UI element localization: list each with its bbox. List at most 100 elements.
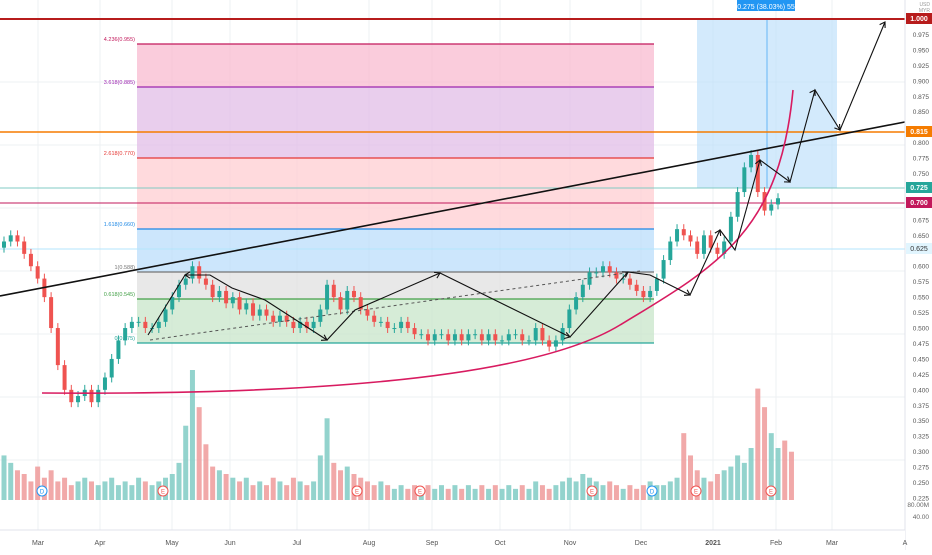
volume-bar [721, 470, 727, 500]
candle-body [385, 321, 390, 329]
candle-body [230, 297, 235, 304]
dashed-trend-line[interactable] [149, 270, 641, 341]
candle-body [378, 321, 383, 323]
candle-body [426, 334, 431, 341]
candle-body [587, 272, 592, 285]
candle-body [116, 340, 121, 359]
candle-body [345, 290, 350, 310]
event-badge-label: D [650, 490, 655, 496]
volume-bar [1, 455, 7, 500]
volume-bar [573, 481, 579, 500]
candle-body [668, 241, 673, 261]
price-tag-0625: 0.625 [906, 243, 932, 254]
arrowhead [783, 176, 791, 183]
candle-body [76, 396, 81, 403]
price-tick-label: 0.250 [913, 480, 930, 487]
candle-body [749, 154, 754, 168]
candle-body [641, 290, 646, 298]
candle-body [399, 321, 404, 329]
price-range-measure: 0.275 (38.03%) 55 [697, 0, 837, 188]
currency-top: USD [919, 2, 930, 8]
volume-bar [95, 485, 101, 500]
candle-body [419, 334, 424, 336]
candle-body [405, 321, 410, 329]
volume-bar [762, 407, 768, 500]
price-tick-label: 0.525 [913, 310, 930, 317]
event-badge[interactable] [690, 485, 702, 497]
event-badge-label: E [355, 490, 359, 496]
volume-bar [492, 485, 498, 500]
event-badge[interactable] [36, 485, 48, 497]
measure-label-bg [737, 0, 795, 11]
volume-bar [452, 485, 458, 500]
candle-body [244, 303, 249, 310]
fib-label: 4.236(0.955) [104, 37, 135, 43]
fib-zone-2618 [137, 158, 654, 229]
volume-bar [304, 485, 310, 500]
x-tick-label: Aug [363, 540, 376, 547]
candle-body [466, 334, 471, 341]
price-tag-0815: 0.815 [906, 126, 932, 137]
arrowhead [834, 123, 841, 131]
volume-bar [479, 485, 485, 500]
volume-bar [438, 485, 444, 500]
candle-body [156, 321, 161, 329]
time-axis: Mar Apr May Jun Jul Aug Sep Oct Nov Dec 2021 Feb Mar… [0, 529, 908, 550]
volume-bar [513, 488, 519, 500]
volume-bar [553, 485, 559, 500]
arrowhead [683, 289, 691, 296]
arrowhead [714, 229, 722, 237]
volume-bar [694, 470, 700, 500]
fibonacci-zones: 4.236(0.955) 3.618(0.885) 2.618(0.770) 1.61… [104, 37, 654, 344]
volume-bar [432, 488, 438, 500]
candle-body [251, 303, 256, 316]
volume-bar [445, 488, 451, 500]
event-badge[interactable] [586, 485, 598, 497]
event-badge[interactable] [414, 485, 426, 497]
price-tick-label: 0.875 [913, 94, 930, 101]
arrowhead [621, 271, 629, 278]
candle-body [627, 278, 632, 285]
candle-body [35, 266, 40, 279]
candle-body [351, 290, 356, 298]
volume-bar [196, 407, 202, 500]
volume-bar [566, 477, 572, 500]
volume-bar [344, 466, 350, 500]
candle-body [695, 241, 700, 254]
candle-body [123, 328, 128, 341]
event-badge[interactable] [646, 485, 658, 497]
volume-bar [223, 474, 229, 500]
volume-bar [297, 481, 303, 500]
volume-bar [270, 477, 276, 500]
candle-body [277, 315, 282, 322]
event-badge[interactable] [765, 485, 777, 497]
volume-bar [620, 488, 626, 500]
event-badge[interactable] [351, 485, 363, 497]
volume-bar [600, 485, 606, 500]
candle-body [755, 154, 760, 193]
candle-body [224, 290, 229, 304]
price-tag-0700: 0.700 [906, 197, 932, 208]
volume-bar [284, 485, 290, 500]
volume-bar [14, 470, 20, 500]
candle-body [217, 290, 222, 298]
candle-body [271, 315, 276, 322]
candle-body [102, 377, 107, 390]
candle-body [170, 297, 175, 310]
event-badge-label: E [769, 490, 773, 496]
volume-bar [499, 488, 505, 500]
candle-body [479, 334, 484, 341]
volume-bar [472, 488, 478, 500]
event-badge[interactable] [157, 485, 169, 497]
key-levels [0, 18, 905, 250]
price-tick-label: 0.975 [913, 32, 930, 39]
rounding-bottom-curve[interactable] [41, 89, 794, 394]
candle-body [163, 309, 168, 322]
trend-line[interactable] [0, 120, 911, 297]
volume-bar [560, 481, 566, 500]
event-badge-label: E [590, 490, 594, 496]
volume-bar [102, 481, 108, 500]
candle-body [69, 389, 74, 403]
volume-bar [142, 481, 148, 500]
volume-bar [203, 444, 209, 500]
